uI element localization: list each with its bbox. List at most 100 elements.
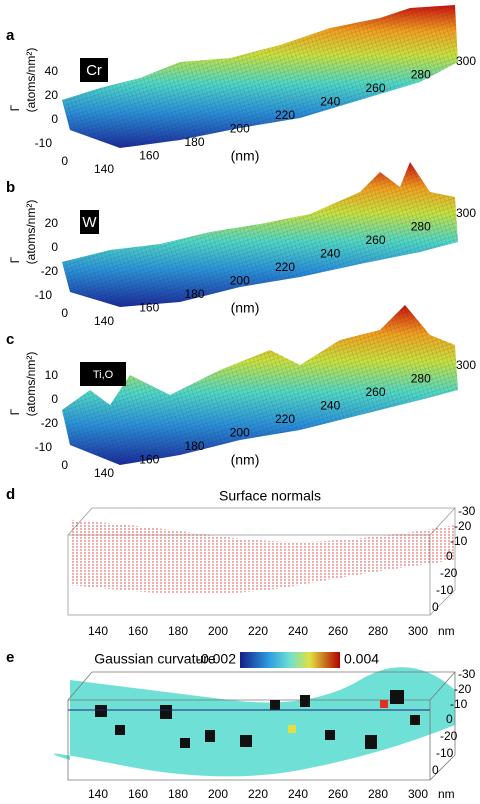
normals-box (53, 507, 456, 616)
z-unit: (atoms/nm²) (24, 352, 38, 417)
z-unit: (atoms/nm²) (24, 200, 38, 265)
x-tick-label: 260 (365, 233, 385, 247)
panel-label: a (6, 27, 15, 44)
y-tick-label: -10 (35, 288, 53, 302)
y-tick-label: 0 (432, 763, 439, 777)
x-tick-label: 180 (184, 287, 204, 301)
y-tick-label: 0 (61, 154, 68, 168)
z-tick-label: 20 (45, 216, 59, 230)
x-tick-label: 260 (365, 81, 385, 95)
x-tick-label: 180 (184, 135, 204, 149)
x-axis-label: (nm) (231, 148, 260, 164)
y-tick-label: 0 (61, 306, 68, 320)
x-tick-label: 280 (411, 68, 431, 82)
x-tick-label: 280 (411, 372, 431, 386)
panel-label: e (6, 649, 14, 666)
y-tick-label: -10 (436, 583, 454, 597)
x-tick-label: 300 (456, 358, 476, 372)
x-tick-label: 140 (94, 314, 114, 328)
element-label: Cr (86, 62, 102, 79)
panel-title: Surface normals (219, 488, 321, 504)
x-tick-label: 160 (139, 301, 159, 315)
y-tick-label: -20 (440, 729, 458, 743)
surface-b (62, 162, 458, 307)
z-tick-label: 10 (45, 368, 59, 382)
z-symbol: Γ (8, 408, 22, 415)
x-tick-label: 280 (368, 624, 388, 638)
y-tick-label: -20 (440, 566, 458, 580)
x-tick-label: 200 (208, 787, 228, 801)
x-tick-label: 300 (408, 787, 428, 801)
x-tick-label: 280 (368, 787, 388, 801)
colorbar-tick-label: 0.004 (344, 651, 379, 667)
x-tick-label: 260 (328, 624, 348, 638)
x-tick-label: 300 (456, 54, 476, 68)
z-tick-label: 0 (446, 712, 453, 726)
z-tick-label: -20 (454, 519, 472, 533)
x-tick-label: 260 (365, 385, 385, 399)
y-tick-label: 0 (432, 600, 439, 614)
colorbar-tick-label: -0.002 (196, 651, 236, 667)
x-tick-label: 140 (88, 787, 108, 801)
z-tick-label: 40 (45, 64, 59, 78)
y-tick-label: 0 (61, 458, 68, 472)
z-symbol: Γ (8, 104, 22, 111)
element-box (80, 58, 108, 82)
x-tick-label: 220 (275, 108, 295, 122)
surface-c (62, 305, 458, 465)
x-tick-label: 160 (139, 453, 159, 467)
element-label: Ti,O (93, 369, 114, 381)
y-tick-label: -10 (436, 746, 454, 760)
x-axis-label: nm (438, 624, 455, 638)
colorbar (240, 652, 340, 668)
x-tick-label: 240 (288, 787, 308, 801)
z-tick-label: -10 (450, 697, 468, 711)
z-tick-label: 0 (51, 112, 58, 126)
x-tick-label: 140 (94, 466, 114, 480)
panel-label: c (6, 331, 14, 348)
panel-title: Gaussian curvature (94, 651, 216, 667)
z-tick-label: -10 (450, 534, 468, 548)
x-tick-label: 300 (456, 206, 476, 220)
x-tick-label: 180 (168, 624, 188, 638)
x-tick-label: 220 (275, 260, 295, 274)
x-tick-label: 160 (128, 624, 148, 638)
x-tick-label: 180 (168, 787, 188, 801)
x-tick-label: 300 (408, 624, 428, 638)
x-tick-label: 240 (320, 95, 340, 109)
z-tick-label: -30 (458, 504, 476, 518)
y-tick-label: -10 (35, 136, 53, 150)
z-symbol: Γ (8, 256, 22, 263)
x-tick-label: 200 (230, 426, 250, 440)
z-tick-label: 0 (51, 392, 58, 406)
z-tick-label: -20 (454, 682, 472, 696)
z-tick-label: -20 (41, 264, 59, 278)
x-tick-label: 240 (288, 624, 308, 638)
element-box (80, 362, 126, 386)
x-tick-label: 220 (275, 412, 295, 426)
x-tick-label: 260 (328, 787, 348, 801)
x-tick-label: 200 (208, 624, 228, 638)
z-tick-label: 0 (446, 549, 453, 563)
x-tick-label: 240 (320, 247, 340, 261)
surfaces (53, 5, 458, 781)
x-tick-label: 180 (184, 439, 204, 453)
curvature-box (53, 667, 456, 781)
x-tick-label: 200 (230, 122, 250, 136)
x-tick-label: 160 (128, 787, 148, 801)
y-tick-label: -10 (35, 440, 53, 454)
z-unit: (atoms/nm²) (24, 48, 38, 113)
x-axis-label: (nm) (231, 452, 260, 468)
x-tick-label: 160 (139, 149, 159, 163)
x-tick-label: 200 (230, 274, 250, 288)
x-tick-label: 220 (248, 624, 268, 638)
element-box (80, 210, 99, 234)
panel-label: d (6, 486, 15, 503)
x-tick-label: 240 (320, 399, 340, 413)
x-axis-label: nm (438, 787, 455, 801)
z-tick-label: -30 (458, 667, 476, 681)
z-tick-label: 0 (51, 240, 58, 254)
z-tick-label: -20 (41, 416, 59, 430)
x-tick-label: 140 (94, 162, 114, 176)
